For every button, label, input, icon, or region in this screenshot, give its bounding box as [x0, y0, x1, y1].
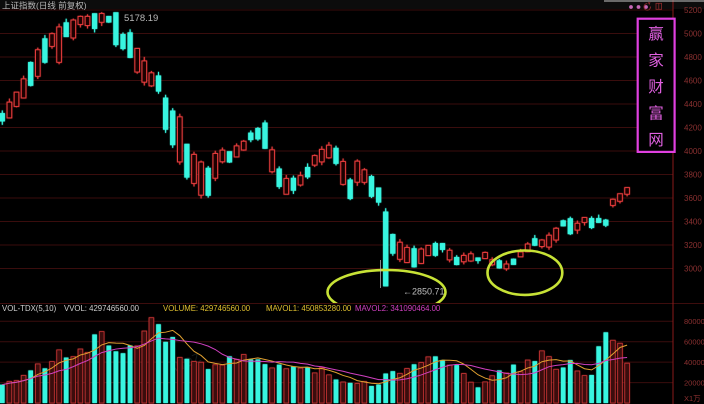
svg-text:5200: 5200 — [684, 6, 702, 15]
svg-text:VOLUME: 429746560.00: VOLUME: 429746560.00 — [163, 304, 251, 313]
svg-text:网: 网 — [648, 132, 664, 149]
svg-text:财: 财 — [648, 78, 664, 96]
svg-text:4600: 4600 — [684, 77, 702, 86]
svg-text:5178.19: 5178.19 — [124, 13, 158, 24]
svg-text:3800: 3800 — [684, 171, 702, 180]
svg-text:MAVOL2: 341090464.00: MAVOL2: 341090464.00 — [355, 304, 441, 313]
svg-text:上证指数(日线 前复权): 上证指数(日线 前复权) — [2, 1, 87, 11]
svg-text:VVOL: 429746560.00: VVOL: 429746560.00 — [64, 304, 140, 313]
svg-text:80000: 80000 — [684, 317, 704, 326]
svg-text:3400: 3400 — [684, 218, 702, 227]
svg-text:60000: 60000 — [684, 338, 704, 347]
svg-text:4400: 4400 — [684, 100, 702, 109]
svg-text:40000: 40000 — [684, 358, 704, 367]
svg-text:3200: 3200 — [684, 241, 702, 250]
svg-text:4800: 4800 — [684, 53, 702, 62]
svg-text:VOL-TDX(5,10): VOL-TDX(5,10) — [2, 304, 57, 313]
svg-text:X1万: X1万 — [684, 394, 701, 403]
svg-text:MAVOL1: 450853280.00: MAVOL1: 450853280.00 — [266, 304, 352, 313]
svg-text:3600: 3600 — [684, 194, 702, 203]
svg-text:←2850.71: ←2850.71 — [403, 287, 445, 297]
svg-text:4000: 4000 — [684, 147, 702, 156]
svg-text:富: 富 — [648, 105, 664, 123]
svg-text:家: 家 — [648, 52, 664, 70]
svg-text:5000: 5000 — [684, 30, 702, 39]
svg-text:4200: 4200 — [684, 124, 702, 133]
svg-text:20000: 20000 — [684, 378, 704, 387]
svg-text:3000: 3000 — [684, 265, 702, 274]
svg-text:赢: 赢 — [648, 25, 664, 43]
